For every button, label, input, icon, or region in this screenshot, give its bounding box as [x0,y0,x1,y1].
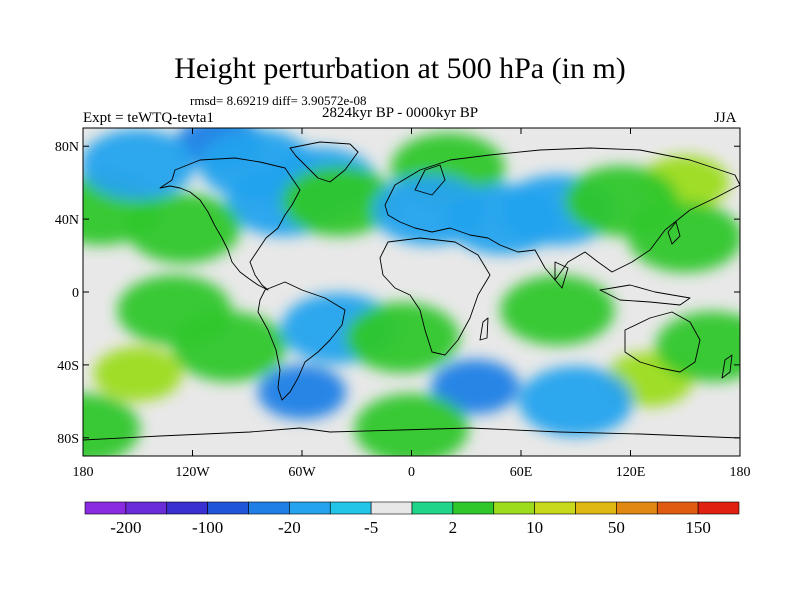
lat-tick-label: 40S [57,359,79,374]
colorbar-label: 150 [685,518,711,537]
anomaly-blob [372,174,487,246]
colorbar-swatch [329,501,372,515]
colorbar-swatch [207,501,249,515]
stats-line: rmsd= 8.69219 diff= 3.90572e-08 [190,93,367,108]
anomaly-blob [354,393,469,456]
anomaly-blob [83,393,141,456]
colorbar-swatch [411,501,454,515]
colorbar-swatch [248,501,290,515]
anomaly-blob [628,202,740,273]
colorbar-label: -5 [364,518,378,537]
period-label: 2824kyr BP - 0000kyr BP [322,105,479,121]
colorbar-swatch [493,501,535,515]
colorbar-swatch [697,501,740,515]
colorbar-swatch [370,501,413,515]
coastline-africa [379,237,491,356]
colorbar-swatch [289,501,331,515]
colorbar: -200 -100 -20 -5 2 10 50 150 [84,501,740,537]
colorbar-swatch [656,501,699,515]
anomaly-blob [431,359,520,414]
lon-tick-label: 0 [408,465,415,480]
anomaly-blob [518,366,633,437]
contour-field [83,128,740,456]
lon-tick-label: 180 [730,465,751,480]
anomaly-blob [281,165,396,237]
anomaly-blob [500,275,615,346]
coastline-scandinavia [414,164,446,196]
map-axes: 80N 40N 0 40S 80S 180 120W 60W 0 60E 120E 180 [55,128,751,480]
lon-tick-label: 180 [73,465,94,480]
lon-tick-label: 120E [616,465,646,480]
colorbar-swatch [534,501,576,515]
colorbar-swatch [166,501,208,515]
anomaly-blob [345,302,460,373]
colorbar-label: -100 [192,518,223,537]
coastline-south-america [257,281,346,401]
anomaly-blob [655,311,740,382]
coastline-indonesia [599,284,691,306]
coastline-japan [667,221,681,245]
lat-tick-label: 80S [57,432,79,447]
lat-tick-label: 0 [72,286,79,301]
anomaly-blob [93,346,182,402]
experiment-label: Expt = teWTQ-tevta1 [83,110,214,126]
lat-tick-label: 80N [55,140,79,155]
colorbar-swatch [616,501,658,515]
coastline-greenland [289,141,359,183]
coastline-australia [624,311,701,373]
lat-tick-label: 40N [55,213,79,228]
colorbar-label: -20 [278,518,301,537]
season-label: JJA [714,110,737,126]
lon-tick-label: 60W [288,465,316,480]
coastline-north-america [159,157,301,291]
colorbar-label: -200 [110,518,141,537]
colorbar-label: 2 [449,518,458,537]
colorbar-label: 10 [526,518,543,537]
continent-outlines [83,141,740,441]
colorbar-label: 50 [608,518,625,537]
colorbar-swatch [575,501,617,515]
lon-tick-label: 60E [510,465,533,480]
colorbar-swatch [84,501,127,515]
coastline-madagascar [479,317,489,341]
coastline-eurasia [384,147,740,281]
coastline-new-zealand [721,354,733,379]
coastline-antarctica [83,427,740,441]
anomaly-blob [83,129,195,200]
colorbar-swatch [125,501,168,515]
figure-title: Height perturbation at 500 hPa (in m) [174,52,626,85]
coastline-india [554,261,569,289]
colorbar-swatch [452,501,495,515]
lon-tick-label: 120W [175,465,210,480]
anomaly-blob [257,365,347,420]
anomaly-blob [117,275,232,346]
